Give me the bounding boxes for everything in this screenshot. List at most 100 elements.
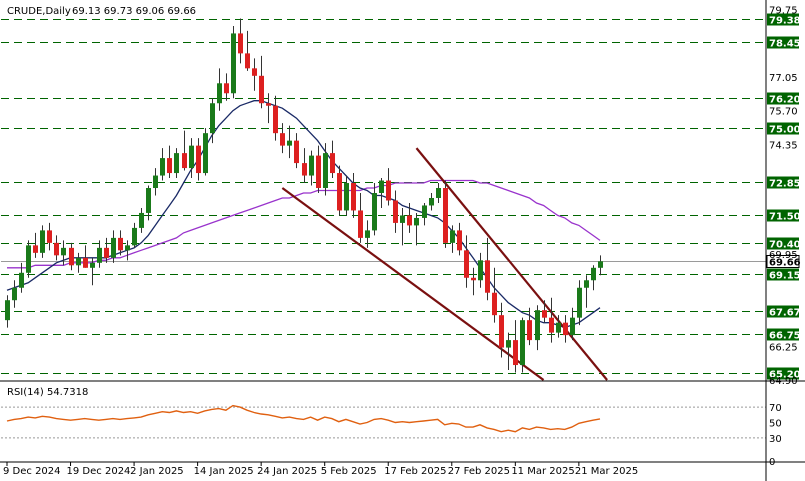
candle (118, 230, 123, 256)
candle (69, 242, 74, 271)
candle (54, 235, 59, 261)
candle-body (210, 103, 215, 134)
candle-body (19, 272, 24, 288)
candle-body (492, 292, 497, 316)
candle-body (160, 158, 165, 176)
candle-body (309, 155, 314, 176)
rsi-line (6, 404, 601, 433)
candle-body (535, 310, 540, 341)
candle-body (400, 215, 405, 223)
candle-body (372, 193, 377, 231)
candle-body (273, 105, 278, 134)
candle-body (499, 315, 504, 348)
candle (563, 315, 568, 343)
candle (280, 123, 285, 154)
candle (407, 202, 412, 233)
trendline (281, 187, 545, 381)
candle (372, 183, 377, 236)
level-label: 67.67 (769, 308, 801, 319)
candle (365, 220, 370, 248)
candle (393, 190, 398, 233)
level-label: 79.38 (769, 16, 801, 27)
candle-body (196, 145, 201, 174)
candle-body (266, 103, 271, 106)
candle-body (323, 153, 328, 189)
candle-body (5, 300, 10, 321)
level-label: 71.50 (769, 212, 801, 223)
candle-body (217, 83, 222, 104)
x-tick-label: 2 Jan 2025 (130, 466, 184, 477)
candle-body (302, 163, 307, 176)
candle-body (414, 217, 419, 226)
candle (330, 140, 335, 179)
candle-body (224, 83, 229, 94)
level-box (767, 92, 799, 105)
level-label: 76.20 (769, 95, 801, 106)
candle (104, 237, 109, 263)
candle-body (478, 260, 483, 281)
candle-body (203, 133, 208, 174)
candle (160, 148, 165, 181)
candle (478, 252, 483, 288)
candle-body (47, 230, 52, 243)
candle-body (386, 180, 391, 201)
candle (351, 173, 356, 218)
y-tick-label: 79.75 (769, 6, 798, 17)
candle (323, 143, 328, 196)
candle-body (54, 242, 59, 256)
candle-body (471, 277, 476, 281)
candle-body (556, 322, 561, 333)
candle (210, 98, 215, 144)
candle-body (294, 140, 299, 164)
candle (273, 95, 278, 141)
chart-title: CRUDE,Daily (7, 6, 71, 17)
candle (238, 18, 243, 64)
rsi-tick-label: 50 (769, 419, 782, 430)
candle (436, 183, 441, 203)
candle (61, 240, 66, 266)
candle (174, 148, 179, 179)
candle-body (118, 237, 123, 251)
candle (5, 295, 10, 328)
candle (90, 257, 95, 286)
level-box (767, 367, 799, 380)
candle (443, 180, 448, 248)
x-tick-label: 24 Jan 2025 (257, 466, 317, 477)
candle (577, 280, 582, 326)
candle-body (358, 210, 363, 238)
candle (485, 237, 490, 301)
candle (414, 212, 419, 246)
level-label: 66.75 (769, 331, 801, 342)
level-label: 69.66 (769, 258, 801, 269)
candle-body (245, 53, 250, 69)
level-box (766, 255, 800, 268)
candle (457, 222, 462, 256)
candle-body (167, 158, 172, 174)
candle (309, 150, 314, 186)
level-label: 72.85 (769, 179, 801, 190)
candle-body (189, 145, 194, 169)
sma-slow-line (7, 179, 601, 269)
candle (231, 25, 236, 99)
candle (217, 68, 222, 111)
candle-body (61, 247, 66, 256)
candle (153, 168, 158, 196)
candle-body (549, 317, 554, 333)
candle-body (12, 287, 17, 301)
candle (400, 207, 405, 246)
candle (252, 58, 257, 91)
candle (527, 307, 532, 346)
x-tick-label: 17 Feb 2025 (384, 466, 446, 477)
level-label: 75.00 (769, 125, 801, 136)
level-box (767, 36, 799, 49)
candle (26, 240, 31, 278)
candle-body (407, 215, 412, 226)
candle-body (83, 257, 88, 268)
candle (259, 55, 264, 109)
candle-body (146, 188, 151, 213)
candle (33, 232, 38, 258)
candle (12, 280, 17, 308)
x-tick-label: 5 Feb 2025 (321, 466, 377, 477)
level-label: 70.40 (769, 240, 801, 251)
